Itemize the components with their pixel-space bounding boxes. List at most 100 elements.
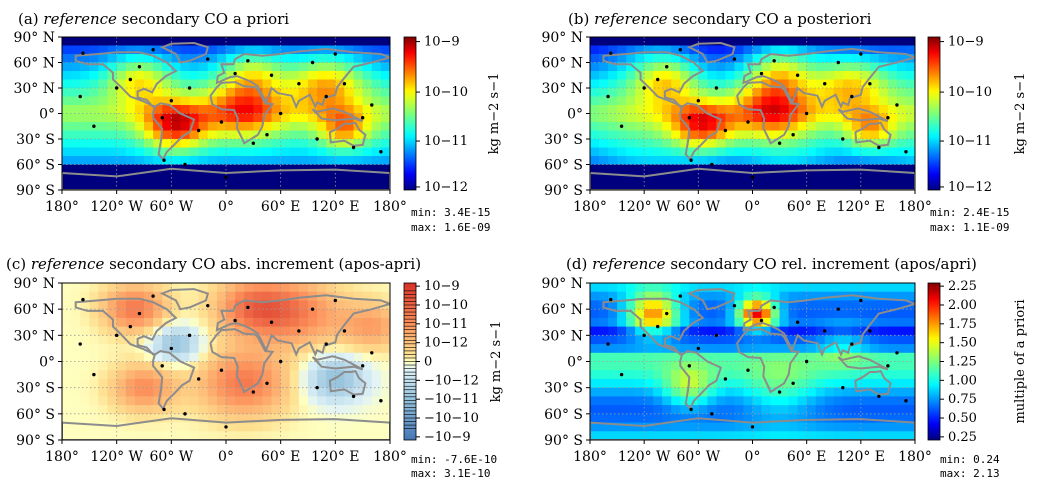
xtick-label: 0° bbox=[218, 449, 234, 465]
xtick-label: 0° bbox=[218, 199, 234, 215]
station-marker bbox=[877, 394, 881, 399]
station-marker bbox=[823, 82, 827, 86]
station-marker bbox=[759, 318, 764, 323]
colorbar-tick-label: 0.25 bbox=[948, 430, 977, 445]
station-marker bbox=[360, 116, 365, 120]
xtick-label: 120° E bbox=[311, 199, 359, 215]
station-marker bbox=[777, 390, 782, 394]
station-marker bbox=[196, 377, 201, 381]
ytick-label: 60° S bbox=[16, 407, 55, 423]
station-marker bbox=[804, 359, 809, 364]
station-marker bbox=[233, 318, 237, 323]
coastline bbox=[736, 81, 801, 145]
coastline bbox=[311, 355, 364, 371]
xtick-label: 60° W bbox=[677, 449, 721, 465]
station-marker bbox=[886, 364, 890, 368]
station-marker bbox=[370, 351, 374, 355]
stat-max: max: 1.6E-09 bbox=[411, 221, 490, 234]
station-marker bbox=[689, 407, 693, 412]
station-marker bbox=[297, 82, 301, 86]
station-marker bbox=[169, 99, 174, 103]
xtick-label: 180° bbox=[373, 199, 407, 215]
colorbar-tick-label: 10−10 bbox=[424, 298, 468, 313]
coastline bbox=[854, 121, 892, 147]
station-marker bbox=[206, 303, 210, 308]
coastline bbox=[152, 349, 196, 411]
station-marker bbox=[370, 103, 374, 107]
xtick-label: 180° bbox=[573, 199, 607, 215]
ytick-label: 90° S bbox=[16, 433, 55, 449]
coastline bbox=[74, 51, 178, 108]
xtick-label: 180° bbox=[898, 449, 932, 465]
station-marker bbox=[746, 120, 750, 124]
station-marker bbox=[278, 111, 283, 116]
station-marker bbox=[895, 103, 899, 107]
station-marker bbox=[772, 59, 776, 63]
station-marker bbox=[665, 65, 669, 69]
ytick-label: 30° N bbox=[13, 328, 55, 344]
station-marker bbox=[904, 150, 908, 154]
colorbar-tick-label: 10−11 bbox=[948, 134, 992, 149]
station-marker bbox=[791, 133, 795, 137]
panel-c: (c) reference secondary CO abs. incremen… bbox=[6, 255, 504, 480]
xtick-label: 120° E bbox=[311, 449, 359, 465]
colorbar-label: kg m−2 s−1 bbox=[1013, 73, 1028, 155]
station-marker bbox=[791, 381, 795, 386]
station-marker bbox=[310, 60, 315, 65]
station-marker bbox=[187, 86, 192, 90]
colorbar-label: kg m−2 s−1 bbox=[487, 73, 502, 155]
ytick-label: 90° N bbox=[541, 276, 583, 292]
colorbar-tick-label: −10−11 bbox=[424, 392, 479, 407]
panel-a: (a) reference secondary CO a priori 90° N… bbox=[13, 10, 502, 234]
station-marker bbox=[137, 65, 142, 69]
station-marker bbox=[324, 94, 328, 99]
ytick-label: 0° bbox=[567, 107, 583, 123]
coastline bbox=[62, 167, 390, 190]
station-marker bbox=[823, 329, 827, 333]
station-marker bbox=[804, 111, 809, 116]
xtick-label: 120° E bbox=[837, 449, 885, 465]
xtick-label: 60° E bbox=[787, 199, 826, 215]
colorbar-tick-label: 10−12 bbox=[424, 180, 468, 195]
station-marker bbox=[246, 59, 250, 63]
station-marker bbox=[714, 333, 719, 338]
station-marker bbox=[836, 60, 840, 65]
station-marker bbox=[795, 320, 800, 324]
ytick-label: 30° N bbox=[541, 81, 583, 97]
colorbar-tick-label: 10−10 bbox=[424, 85, 468, 100]
station-marker bbox=[714, 86, 719, 90]
coastline bbox=[854, 369, 892, 396]
coastline bbox=[742, 294, 915, 358]
ytick-label: 60° S bbox=[16, 158, 55, 174]
station-marker bbox=[315, 385, 319, 390]
ytick-label: 30° S bbox=[16, 132, 55, 148]
ytick-label: 90° N bbox=[13, 276, 55, 292]
xtick-label: 120° W bbox=[90, 199, 143, 215]
station-marker bbox=[265, 133, 269, 137]
station-marker bbox=[379, 399, 383, 403]
station-marker bbox=[251, 390, 256, 394]
panel-title: (b) reference secondary CO a posteriori bbox=[568, 10, 872, 28]
station-marker bbox=[297, 329, 301, 333]
colorbar-tick-label: 0.50 bbox=[948, 411, 977, 426]
station-marker bbox=[687, 364, 692, 368]
xtick-label: 60° E bbox=[261, 199, 300, 215]
station-marker bbox=[351, 394, 356, 399]
colorbar-label: kg m−2 s−1 bbox=[489, 321, 504, 403]
xtick-label: 60° E bbox=[261, 449, 300, 465]
colorbar-tick-label: 1.25 bbox=[948, 355, 977, 370]
ytick-label: 0° bbox=[39, 355, 55, 371]
station-marker bbox=[137, 311, 142, 316]
station-marker bbox=[78, 342, 82, 346]
colorbar bbox=[403, 36, 417, 191]
station-marker bbox=[723, 377, 728, 381]
xtick-label: 120° W bbox=[90, 449, 143, 465]
station-marker bbox=[78, 94, 82, 99]
station-marker bbox=[219, 120, 224, 124]
xtick-label: 180° bbox=[45, 449, 79, 465]
station-marker bbox=[723, 128, 728, 133]
station-marker bbox=[224, 175, 228, 179]
station-marker bbox=[162, 158, 166, 162]
station-marker bbox=[868, 82, 872, 86]
